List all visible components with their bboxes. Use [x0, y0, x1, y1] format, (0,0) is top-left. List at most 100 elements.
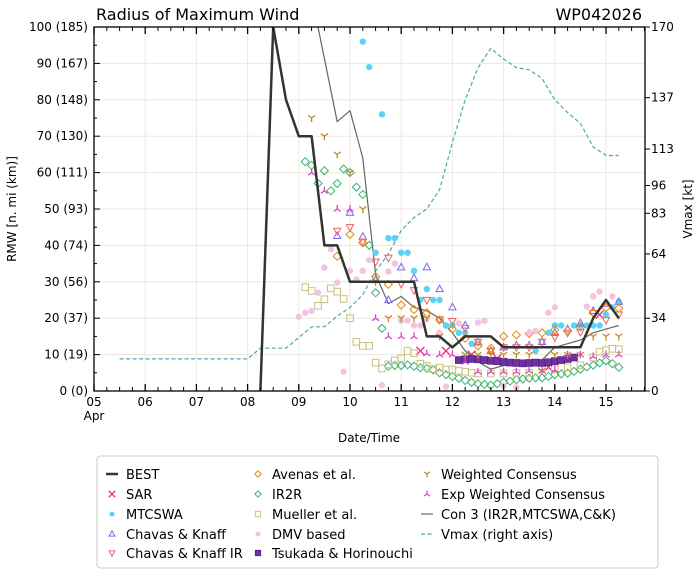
data-point-mueller-et-al — [314, 302, 322, 310]
data-point-mtcswa — [455, 329, 462, 336]
data-point-mueller-et-al — [442, 365, 450, 374]
data-point-mueller-et-al — [551, 365, 559, 373]
data-point-weighted-consensus — [397, 315, 406, 323]
data-point-ir2r — [370, 288, 381, 298]
data-point-ir2r — [607, 358, 618, 369]
data-point-exp-weighted-consensus — [384, 332, 393, 340]
data-point-avenas-et-al — [614, 303, 624, 314]
data-point-mueller-et-al — [378, 364, 386, 373]
legend-item-avenas-et-al: Avenas et al. — [254, 468, 356, 483]
legend-swatch — [108, 529, 116, 537]
x-tick-label: 09 — [291, 395, 306, 409]
y2-tick-label: 34 — [651, 311, 666, 325]
data-point-ir2r — [402, 360, 413, 370]
data-point-exp-weighted-consensus — [614, 350, 623, 358]
legend-swatch — [108, 490, 116, 498]
legend-label: SAR — [126, 488, 152, 503]
data-point-exp-weighted-consensus — [371, 314, 380, 322]
data-point-dmv-based — [609, 293, 616, 300]
data-point-dmv-based — [481, 317, 488, 324]
legend-label: Exp Weighted Consensus — [441, 488, 605, 503]
data-point-chavas-knaff — [422, 262, 432, 271]
data-point-tsukada-horinouchi — [512, 359, 521, 367]
data-point-chavas-knaff-ir — [345, 224, 355, 233]
series-best — [259, 27, 620, 391]
data-point-weighted-consensus — [550, 351, 559, 359]
data-point-ir2r — [358, 189, 368, 200]
data-point-mueller-et-al — [384, 360, 393, 369]
data-point-mtcswa — [366, 63, 373, 71]
data-point-avenas-et-al — [562, 325, 573, 336]
data-point-tsukada-horinouchi — [454, 356, 463, 364]
legend-swatch — [423, 471, 431, 478]
data-point-dmv-based — [295, 313, 302, 320]
data-point-weighted-consensus — [474, 351, 482, 359]
data-point-mtcswa — [398, 249, 405, 256]
data-point-chavas-knaff-ir — [422, 296, 432, 306]
y2-tick-label: 96 — [651, 178, 666, 192]
data-point-dmv-based — [308, 307, 315, 315]
data-point-mueller-et-al — [595, 347, 604, 356]
legend-swatch — [254, 510, 262, 518]
data-point-mueller-et-al — [563, 363, 572, 372]
legend-item-vmax-right-axis: Vmax (right axis) — [421, 528, 553, 543]
data-point-tsukada-horinouchi — [493, 357, 502, 365]
y2-axis-label: Vmax [kt] — [681, 179, 695, 238]
legend-label: Chavas & Knaff IR — [126, 547, 243, 562]
y2-tick-label: 83 — [651, 206, 666, 220]
data-point-ir2r — [614, 362, 624, 373]
data-point-exp-weighted-consensus — [397, 332, 406, 340]
y2-tick-label: 64 — [651, 247, 666, 261]
y-tick-label: 10 (19) — [44, 348, 88, 362]
legend-label: BEST — [126, 468, 159, 483]
y-tick-label: 100 (185) — [29, 20, 88, 34]
data-point-exp-weighted-consensus — [576, 350, 585, 358]
data-point-exp-weighted-consensus — [589, 352, 598, 360]
data-point-mtcswa — [442, 322, 450, 329]
data-point-dmv-based — [334, 279, 341, 286]
data-point-mueller-et-al — [467, 369, 476, 377]
data-point-exp-weighted-consensus — [538, 366, 546, 375]
data-point-mtcswa — [359, 38, 366, 45]
series-tsukada-horinouchi — [454, 353, 578, 368]
data-point-weighted-consensus — [602, 333, 610, 341]
data-point-weighted-consensus — [410, 315, 418, 323]
data-point-mtcswa — [596, 322, 603, 329]
legend-label: Avenas et al. — [272, 468, 356, 483]
legend-item-dmv-based: DMV based — [255, 528, 346, 543]
x-tick-label: 14 — [547, 395, 562, 409]
data-point-dmv-based — [366, 256, 373, 264]
data-point-chavas-knaff-ir — [473, 338, 483, 347]
data-point-chavas-knaff-ir — [383, 254, 393, 263]
x-tick-label: 07 — [189, 395, 204, 409]
data-point-mueller-et-al — [301, 283, 309, 292]
data-point-exp-weighted-consensus — [435, 350, 444, 358]
grid — [93, 26, 645, 392]
data-point-avenas-et-al — [409, 304, 419, 315]
data-point-dmv-based — [391, 260, 398, 267]
data-point-avenas-et-al — [447, 324, 458, 334]
x-tick-label: 10 — [342, 395, 357, 409]
legend-swatch — [254, 470, 262, 478]
legend-item-best: BEST — [106, 468, 159, 483]
data-point-ir2r — [364, 240, 374, 251]
legend-swatch — [109, 511, 115, 517]
data-point-chavas-knaff-ir — [486, 347, 496, 357]
data-point-dmv-based — [596, 288, 603, 295]
data-point-tsukada-horinouchi — [506, 358, 514, 367]
data-point-mueller-et-al — [455, 367, 463, 375]
series-vmax-right-axis — [119, 47, 619, 360]
data-point-exp-weighted-consensus — [410, 332, 418, 340]
data-point-weighted-consensus — [589, 333, 598, 341]
data-point-exp-weighted-consensus — [461, 357, 470, 365]
data-point-mtcswa — [391, 234, 398, 242]
legend-box — [96, 455, 659, 569]
legend-item-weighted-consensus: Weighted Consensus — [423, 468, 577, 483]
data-point-tsukada-horinouchi — [544, 358, 553, 367]
data-point-tsukada-horinouchi — [518, 359, 527, 368]
legend-item-mueller-et-al: Mueller et al. — [254, 508, 357, 523]
data-point-mueller-et-al — [333, 287, 341, 296]
data-point-mtcswa — [570, 322, 578, 329]
data-point-dmv-based — [545, 309, 552, 316]
